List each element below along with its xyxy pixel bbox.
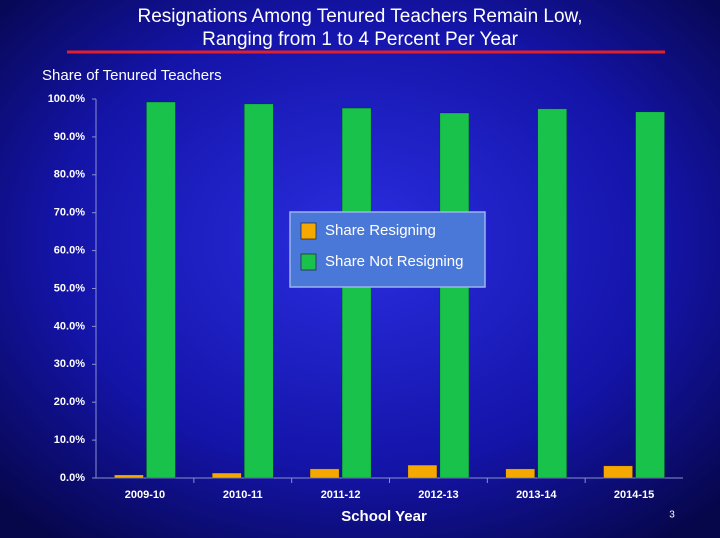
y-tick-label: 30.0% — [54, 358, 85, 370]
chart-title: Ranging from 1 to 4 Percent Per Year — [202, 29, 518, 50]
legend-box — [289, 211, 486, 288]
bar — [537, 108, 567, 479]
x-tick-label: 2009-10 — [125, 489, 165, 501]
bar — [603, 465, 633, 479]
y-tick-label: 0.0% — [60, 472, 85, 484]
y-tick-label: 100.0% — [48, 93, 86, 105]
y-tick-label: 20.0% — [54, 396, 85, 408]
bar — [407, 464, 438, 479]
legend-label: Share Resigning — [325, 222, 436, 239]
y-tick-label: 60.0% — [54, 245, 85, 257]
y-tick-label: 70.0% — [54, 207, 85, 219]
legend: Share Resigning Share Not Resigning — [289, 211, 486, 288]
y-tick-label: 50.0% — [54, 282, 85, 294]
bar — [244, 103, 274, 479]
y-tick-label: 80.0% — [54, 169, 85, 181]
x-tick-label: 2010-11 — [223, 489, 263, 501]
legend-swatch — [300, 222, 317, 240]
y-tick-label: 10.0% — [54, 434, 85, 446]
x-axis-title: School Year — [341, 508, 427, 525]
x-tick-label: 2014-15 — [614, 489, 654, 501]
x-tick-label: 2012-13 — [418, 489, 458, 501]
bar — [505, 468, 535, 479]
legend-label: Share Not Resigning — [325, 253, 463, 270]
x-tick-label: 2013-14 — [516, 489, 557, 501]
bar — [114, 474, 144, 479]
y-tick-label: 40.0% — [54, 320, 85, 332]
y-axis-title: Share of Tenured Teachers — [42, 67, 222, 84]
x-tick-label: 2011-12 — [321, 489, 361, 501]
bar — [212, 472, 242, 479]
bar — [309, 468, 340, 479]
page-number: 3 — [669, 510, 675, 521]
bar — [146, 101, 176, 479]
chart-title: Resignations Among Tenured Teachers Rema… — [137, 6, 582, 27]
bar — [341, 107, 372, 479]
bar — [439, 112, 470, 479]
bar — [635, 111, 665, 479]
y-tick-label: 90.0% — [54, 131, 85, 143]
legend-swatch — [300, 253, 317, 271]
